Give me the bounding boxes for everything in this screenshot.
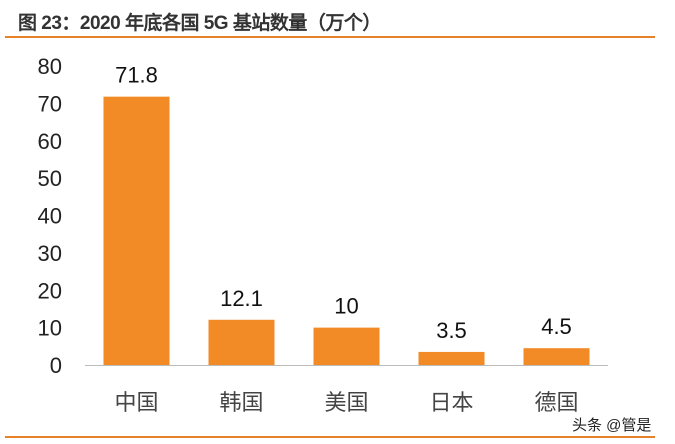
y-tick-label: 20 <box>38 278 62 303</box>
y-tick-label: 0 <box>50 353 62 378</box>
x-tick-label: 中国 <box>114 390 158 415</box>
bar-2 <box>313 327 380 365</box>
x-tick-label: 韩国 <box>219 390 263 415</box>
bar-4 <box>523 348 590 365</box>
x-tick-label: 日本 <box>429 390 473 415</box>
data-label: 4.5 <box>541 314 572 339</box>
y-tick-label: 60 <box>38 129 62 154</box>
y-tick-label: 70 <box>38 91 62 116</box>
data-label: 71.8 <box>115 63 158 88</box>
title-divider <box>5 36 655 38</box>
data-label: 12.1 <box>220 286 263 311</box>
bottom-divider <box>5 436 655 438</box>
bar-1 <box>208 319 275 365</box>
watermark: 头条 @管是 <box>572 417 652 434</box>
x-tick-label: 美国 <box>324 390 368 415</box>
y-tick-label: 30 <box>38 241 62 266</box>
y-tick-label: 40 <box>38 204 62 229</box>
y-tick-label: 80 <box>38 54 62 79</box>
y-tick-label: 10 <box>38 316 62 341</box>
y-tick-label: 50 <box>38 166 62 191</box>
bar-3 <box>418 351 485 365</box>
x-tick-label: 德国 <box>534 390 578 415</box>
chart-title: 图 23：2020 年底各国 5G 基站数量（万个） <box>18 13 381 34</box>
data-label: 10 <box>334 294 358 319</box>
bar-0 <box>103 96 170 366</box>
data-label: 3.5 <box>436 318 467 343</box>
